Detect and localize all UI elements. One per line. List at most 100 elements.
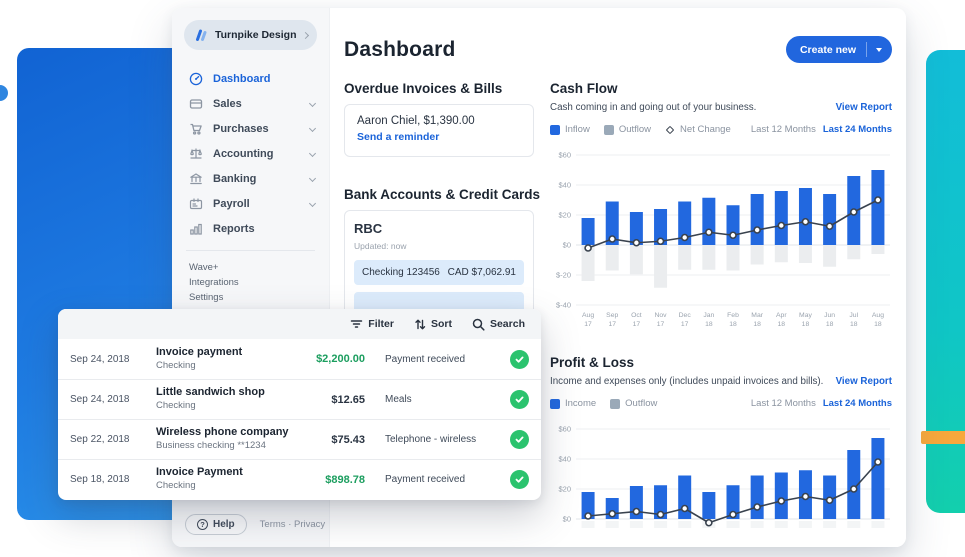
privacy-link[interactable]: Privacy bbox=[294, 519, 326, 530]
help-button[interactable]: ? Help bbox=[185, 514, 247, 535]
verified-check-icon[interactable] bbox=[509, 430, 529, 449]
sidebar-divider bbox=[186, 250, 315, 251]
chevron-down-icon bbox=[308, 124, 317, 133]
svg-text:Feb: Feb bbox=[727, 312, 739, 319]
sidebar-item-label: Purchases bbox=[213, 122, 269, 135]
cash-flow-range-24-months[interactable]: Last 24 Months bbox=[822, 124, 892, 135]
svg-text:Nov: Nov bbox=[654, 312, 667, 319]
profit-loss-range-12-months[interactable]: Last 12 Months bbox=[750, 398, 816, 409]
verified-check-icon[interactable] bbox=[509, 470, 529, 489]
banking-icon bbox=[189, 172, 203, 186]
transaction-date: Sep 24, 2018 bbox=[70, 394, 130, 405]
cash-flow-title: Cash Flow bbox=[550, 81, 618, 96]
transaction-account: Checking bbox=[156, 359, 196, 371]
profit-loss-view-report-link[interactable]: View Report bbox=[835, 376, 892, 387]
inflow-swatch bbox=[550, 124, 560, 135]
search-button[interactable]: Search bbox=[472, 318, 525, 331]
verified-check-icon[interactable] bbox=[509, 349, 529, 369]
page-title: Dashboard bbox=[344, 37, 456, 61]
sort-icon bbox=[414, 318, 426, 331]
send-reminder-link[interactable]: Send a reminder bbox=[357, 131, 440, 143]
transaction-amount: $898.78 bbox=[325, 473, 365, 486]
svg-text:17: 17 bbox=[608, 321, 616, 328]
svg-text:$20: $20 bbox=[558, 485, 571, 494]
reports-icon bbox=[189, 222, 203, 236]
chevron-right-icon bbox=[301, 31, 310, 39]
svg-text:18: 18 bbox=[729, 321, 737, 328]
transaction-account: Checking bbox=[156, 480, 196, 492]
svg-text:$-40: $-40 bbox=[556, 301, 571, 310]
svg-text:17: 17 bbox=[584, 321, 592, 328]
transaction-row[interactable]: Sep 18, 2018 Invoice Payment Checking $8… bbox=[58, 459, 541, 499]
outflow-swatch bbox=[603, 124, 614, 135]
svg-text:$20: $20 bbox=[558, 211, 571, 220]
outflow-swatch bbox=[610, 398, 621, 409]
caret-down-icon[interactable] bbox=[876, 47, 882, 52]
legend-label: Outflow bbox=[625, 398, 658, 409]
sidebar-link-wave-plus[interactable]: Wave+ bbox=[189, 262, 219, 273]
svg-text:$-20: $-20 bbox=[556, 271, 571, 280]
svg-text:18: 18 bbox=[826, 321, 834, 328]
profit-loss-section: Profit & Loss Income and expenses only (… bbox=[550, 355, 892, 547]
svg-text:18: 18 bbox=[705, 321, 713, 328]
create-new-button[interactable]: Create new bbox=[785, 36, 892, 63]
svg-text:$40: $40 bbox=[558, 181, 571, 190]
sidebar-item-label: Banking bbox=[213, 172, 257, 185]
create-new-label: Create new bbox=[799, 43, 856, 56]
business-switcher[interactable]: Turnpike Design bbox=[184, 20, 317, 50]
sidebar-item-reports[interactable]: Reports bbox=[172, 216, 329, 241]
overdue-card: Aaron Chiel, $1,390.00 Send a reminder bbox=[344, 104, 534, 157]
transaction-name: Little sandwich shop bbox=[156, 386, 265, 399]
sidebar-item-accounting[interactable]: Accounting bbox=[172, 141, 329, 166]
cash-flow-section: Cash Flow Cash coming in and going out o… bbox=[550, 81, 892, 333]
legend-label: Income bbox=[565, 398, 597, 409]
sidebar-link-integrations[interactable]: Integrations bbox=[189, 277, 239, 288]
question-icon: ? bbox=[197, 519, 208, 530]
transaction-date: Sep 22, 2018 bbox=[70, 434, 130, 445]
transaction-category: Payment received bbox=[385, 353, 466, 365]
search-icon bbox=[472, 318, 485, 331]
sidebar-item-sales[interactable]: Sales bbox=[172, 91, 329, 116]
transaction-row[interactable]: Sep 24, 2018 Little sandwich shop Checki… bbox=[58, 379, 541, 419]
filter-button[interactable]: Filter bbox=[350, 318, 394, 330]
sidebar-link-settings[interactable]: Settings bbox=[189, 292, 224, 303]
svg-text:Dec: Dec bbox=[679, 312, 692, 319]
svg-text:Jan: Jan bbox=[703, 312, 714, 319]
filter-label: Filter bbox=[368, 318, 394, 330]
profit-loss-chart: $60 $40 $20 $0 bbox=[558, 425, 890, 528]
transaction-date: Sep 18, 2018 bbox=[70, 474, 130, 485]
overdue-section-title: Overdue Invoices & Bills bbox=[344, 81, 503, 96]
svg-text:18: 18 bbox=[874, 321, 882, 328]
transaction-row[interactable]: Sep 24, 2018 Invoice payment Checking $2… bbox=[58, 339, 541, 379]
sidebar-item-payroll[interactable]: Payroll bbox=[172, 191, 329, 216]
svg-text:Jul: Jul bbox=[849, 312, 858, 319]
transaction-category: Meals bbox=[385, 394, 412, 405]
sort-button[interactable]: Sort bbox=[414, 318, 452, 331]
terms-link[interactable]: Terms bbox=[259, 519, 286, 530]
cash-flow-view-report-link[interactable]: View Report bbox=[835, 102, 892, 113]
svg-text:Jun: Jun bbox=[824, 312, 835, 319]
svg-text:$60: $60 bbox=[558, 151, 571, 160]
account-name: Checking 123456 bbox=[362, 267, 440, 278]
svg-text:17: 17 bbox=[681, 321, 689, 328]
sidebar-item-label: Payroll bbox=[213, 197, 250, 210]
transaction-name: Invoice Payment bbox=[156, 466, 243, 479]
transaction-row[interactable]: Sep 22, 2018 Wireless phone company Busi… bbox=[58, 419, 541, 459]
svg-text:$40: $40 bbox=[558, 455, 571, 464]
transaction-name: Invoice payment bbox=[156, 345, 243, 358]
sidebar-item-banking[interactable]: Banking bbox=[172, 166, 329, 191]
chevron-down-icon bbox=[308, 199, 317, 208]
transactions-card: Filter Sort Search Sep 24, 2018 Invoice … bbox=[58, 309, 541, 500]
overdue-entry: Aaron Chiel, $1,390.00 bbox=[357, 115, 475, 127]
sidebar-item-dashboard[interactable]: Dashboard bbox=[172, 66, 329, 91]
svg-text:18: 18 bbox=[850, 321, 858, 328]
sidebar-item-purchases[interactable]: Purchases bbox=[172, 116, 329, 141]
profit-loss-range-24-months[interactable]: Last 24 Months bbox=[822, 398, 892, 409]
verified-check-icon[interactable] bbox=[509, 390, 529, 409]
svg-text:Aug: Aug bbox=[582, 312, 594, 319]
svg-text:$60: $60 bbox=[558, 425, 571, 434]
cash-flow-range-12-months[interactable]: Last 12 Months bbox=[750, 124, 816, 135]
profit-loss-subtitle: Income and expenses only (includes unpai… bbox=[550, 376, 824, 387]
transaction-amount: $2,200.00 bbox=[316, 353, 365, 365]
decorative-blue-dot bbox=[0, 85, 8, 101]
